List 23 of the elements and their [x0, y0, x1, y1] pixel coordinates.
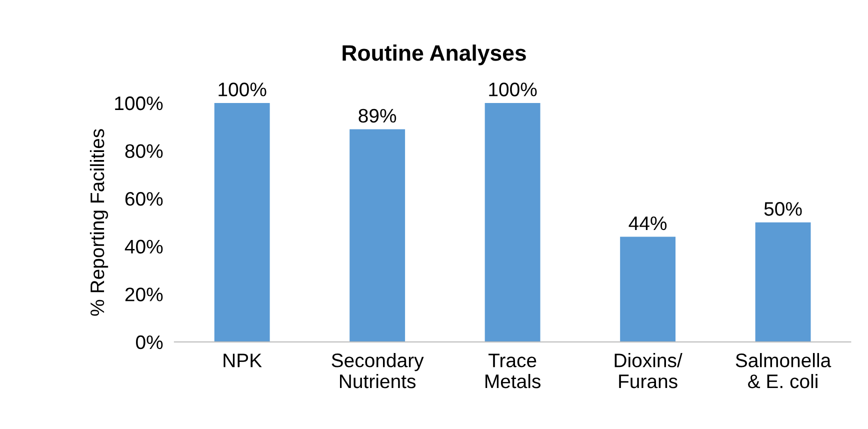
y-tick-label: 60% — [125, 192, 163, 206]
data-label: 89% — [358, 108, 396, 123]
y-tick-label: 40% — [124, 240, 163, 254]
bar — [484, 102, 540, 342]
y-tick-label: 100% — [115, 96, 163, 110]
y-tick-label: 80% — [125, 144, 163, 158]
y-tick-label: 20% — [125, 288, 163, 302]
bar — [350, 129, 406, 342]
data-label: 100% — [218, 82, 266, 96]
data-label: 44% — [628, 216, 667, 230]
x-tick-label: Dioxins/ Furans — [614, 353, 682, 388]
x-tick-label: Trace Metals — [486, 354, 540, 388]
data-label: 100% — [489, 82, 537, 96]
x-tick-label: Secondary Nutrients — [332, 353, 424, 388]
bar — [620, 236, 676, 342]
data-label: 50% — [764, 202, 802, 216]
y-axis-title: % Reporting Facilities — [90, 129, 108, 316]
x-tick-label: NPK — [224, 354, 262, 368]
bar — [755, 222, 811, 342]
chart-title: Routine Analyses — [342, 44, 526, 66]
y-tick-label: 0% — [136, 335, 163, 350]
bar — [214, 102, 270, 342]
x-tick-label: Salmonella & E. coli — [736, 353, 832, 388]
